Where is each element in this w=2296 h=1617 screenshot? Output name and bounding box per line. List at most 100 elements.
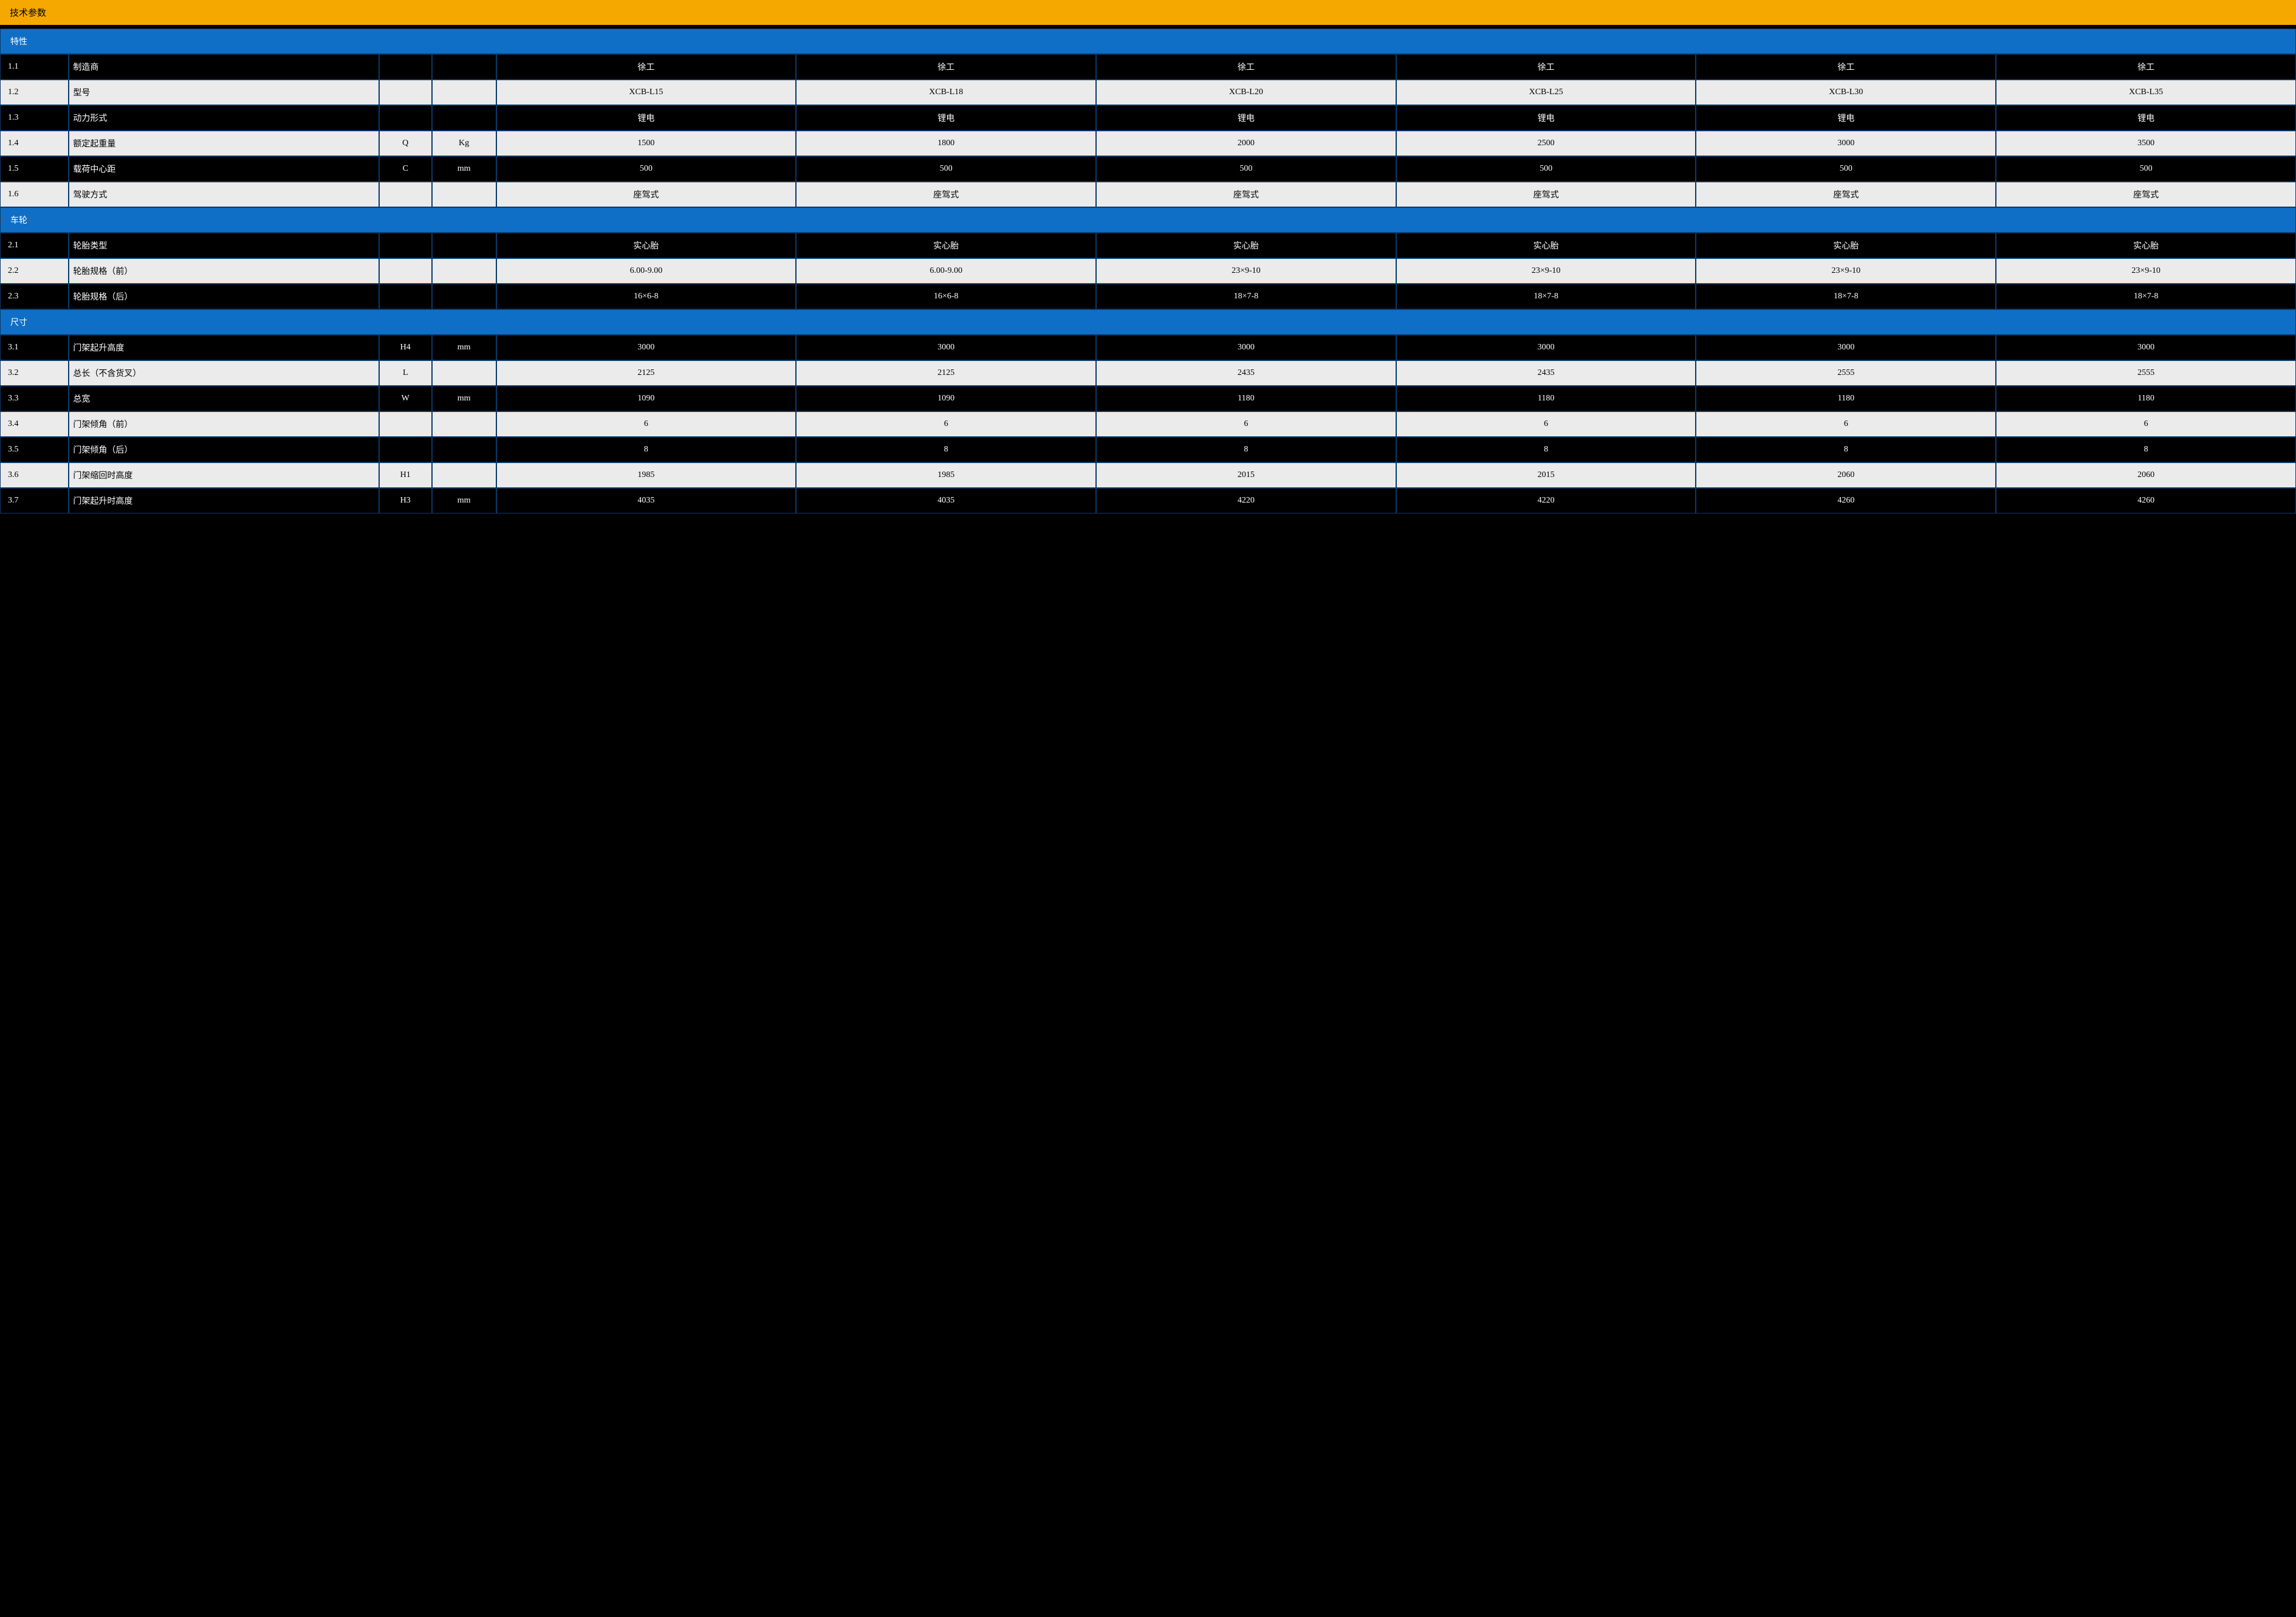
row-value: 徐工 — [1396, 54, 1696, 80]
row-value: 6 — [496, 411, 797, 437]
row-label: 门架起升时高度 — [69, 488, 379, 513]
row-value: 1985 — [496, 462, 797, 488]
row-value: 实心胎 — [1696, 233, 1996, 258]
row-symbol: Q — [379, 131, 432, 156]
row-value: 2125 — [796, 360, 1096, 386]
table-row: 1.1制造商徐工徐工徐工徐工徐工徐工 — [0, 54, 2296, 80]
row-label: 轮胎规格（后） — [69, 284, 379, 309]
row-value: 16×6-8 — [796, 284, 1096, 309]
table-row: 1.6驾驶方式座驾式座驾式座驾式座驾式座驾式座驾式 — [0, 182, 2296, 207]
row-value: 1800 — [796, 131, 1096, 156]
row-value: 2000 — [1096, 131, 1396, 156]
table-row: 1.4额定起重量QKg150018002000250030003500 — [0, 131, 2296, 156]
row-label: 门架倾角（后） — [69, 437, 379, 462]
row-value: 3000 — [1096, 335, 1396, 360]
row-label: 型号 — [69, 80, 379, 105]
row-label: 门架倾角（前） — [69, 411, 379, 437]
table-row: 2.1轮胎类型实心胎实心胎实心胎实心胎实心胎实心胎 — [0, 233, 2296, 258]
spec-table: 特性1.1制造商徐工徐工徐工徐工徐工徐工1.2型号XCB-L15XCB-L18X… — [0, 29, 2296, 513]
row-symbol — [379, 233, 432, 258]
row-value: 2015 — [1396, 462, 1696, 488]
row-value: 锂电 — [1696, 105, 1996, 131]
table-row: 1.3动力形式锂电锂电锂电锂电锂电锂电 — [0, 105, 2296, 131]
row-value: 2125 — [496, 360, 797, 386]
row-unit: mm — [432, 335, 496, 360]
row-label: 动力形式 — [69, 105, 379, 131]
section-header: 特性 — [0, 29, 2296, 54]
row-value: XCB-L25 — [1396, 80, 1696, 105]
row-value: 2435 — [1096, 360, 1396, 386]
row-value: 3500 — [1996, 131, 2296, 156]
row-value: XCB-L18 — [796, 80, 1096, 105]
row-index: 3.1 — [0, 335, 69, 360]
row-unit: Kg — [432, 131, 496, 156]
row-label: 额定起重量 — [69, 131, 379, 156]
row-value: 18×7-8 — [1396, 284, 1696, 309]
row-value: 1985 — [796, 462, 1096, 488]
row-value: 1180 — [1996, 386, 2296, 411]
row-value: XCB-L15 — [496, 80, 797, 105]
row-value: 4220 — [1396, 488, 1696, 513]
row-value: 18×7-8 — [1996, 284, 2296, 309]
row-value: 8 — [1396, 437, 1696, 462]
row-index: 1.3 — [0, 105, 69, 131]
row-symbol: H4 — [379, 335, 432, 360]
row-label: 轮胎类型 — [69, 233, 379, 258]
row-index: 3.4 — [0, 411, 69, 437]
row-value: 500 — [1396, 156, 1696, 182]
row-value: 徐工 — [1696, 54, 1996, 80]
row-value: 座驾式 — [796, 182, 1096, 207]
row-value: 3000 — [1696, 131, 1996, 156]
row-unit — [432, 105, 496, 131]
row-value: 实心胎 — [796, 233, 1096, 258]
row-value: 2555 — [1996, 360, 2296, 386]
row-value: 23×9-10 — [1096, 258, 1396, 284]
row-value: 6 — [796, 411, 1096, 437]
row-value: 徐工 — [496, 54, 797, 80]
row-symbol — [379, 80, 432, 105]
row-value: 2555 — [1696, 360, 1996, 386]
row-value: 6 — [1396, 411, 1696, 437]
row-label: 总长（不含货叉） — [69, 360, 379, 386]
row-value: 8 — [1096, 437, 1396, 462]
row-value: 3000 — [1396, 335, 1696, 360]
row-symbol: L — [379, 360, 432, 386]
row-unit: mm — [432, 386, 496, 411]
row-value: 6 — [1996, 411, 2296, 437]
row-label: 载荷中心距 — [69, 156, 379, 182]
row-symbol: H3 — [379, 488, 432, 513]
row-index: 1.6 — [0, 182, 69, 207]
row-index: 2.2 — [0, 258, 69, 284]
row-value: 500 — [796, 156, 1096, 182]
table-row: 3.4门架倾角（前）666666 — [0, 411, 2296, 437]
row-index: 3.3 — [0, 386, 69, 411]
row-unit — [432, 437, 496, 462]
table-row: 2.2轮胎规格（前）6.00-9.006.00-9.0023×9-1023×9-… — [0, 258, 2296, 284]
row-value: 座驾式 — [496, 182, 797, 207]
row-value: 500 — [496, 156, 797, 182]
row-value: 6 — [1096, 411, 1396, 437]
row-unit — [432, 462, 496, 488]
row-index: 2.1 — [0, 233, 69, 258]
row-unit — [432, 80, 496, 105]
row-value: 18×7-8 — [1096, 284, 1396, 309]
row-unit — [432, 233, 496, 258]
row-value: 1500 — [496, 131, 797, 156]
row-label: 总宽 — [69, 386, 379, 411]
row-value: 锂电 — [1396, 105, 1696, 131]
row-value: 徐工 — [796, 54, 1096, 80]
row-symbol — [379, 54, 432, 80]
row-symbol: C — [379, 156, 432, 182]
row-value: 实心胎 — [1396, 233, 1696, 258]
row-value: 23×9-10 — [1396, 258, 1696, 284]
row-value: 1090 — [496, 386, 797, 411]
row-value: 500 — [1696, 156, 1996, 182]
row-value: 锂电 — [1096, 105, 1396, 131]
row-value: 23×9-10 — [1996, 258, 2296, 284]
row-label: 门架缩回时高度 — [69, 462, 379, 488]
row-value: 实心胎 — [1096, 233, 1396, 258]
row-value: 8 — [796, 437, 1096, 462]
row-index: 3.6 — [0, 462, 69, 488]
row-value: 1090 — [796, 386, 1096, 411]
row-value: 4260 — [1996, 488, 2296, 513]
